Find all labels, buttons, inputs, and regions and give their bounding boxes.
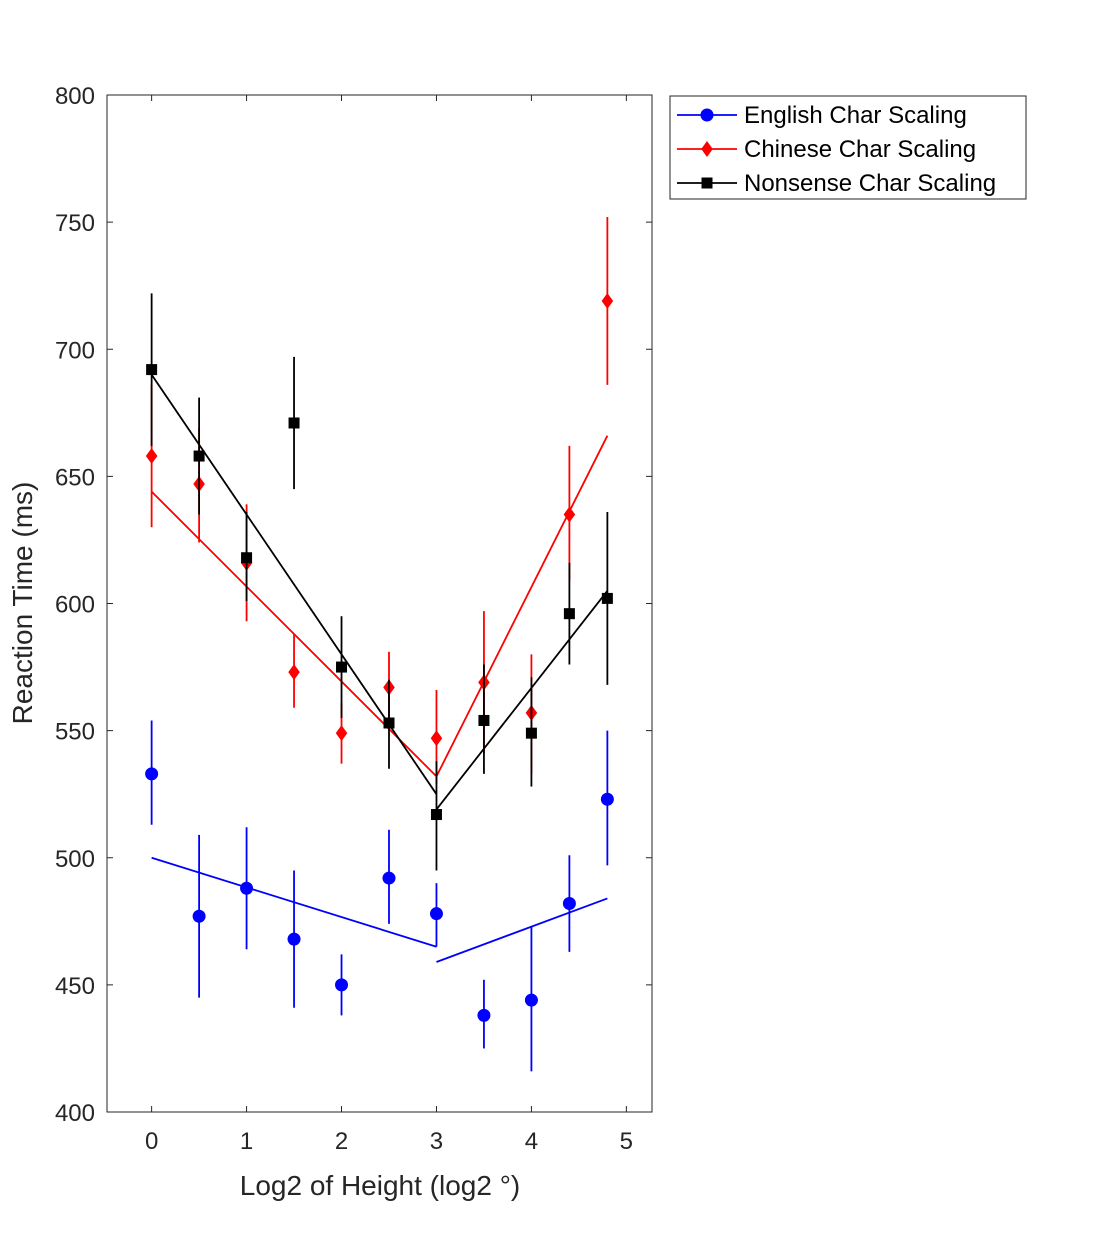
data-point — [524, 993, 538, 1007]
legend-item: English Char Scaling — [677, 102, 967, 129]
x-tick-label: 2 — [335, 1128, 348, 1155]
data-point — [335, 725, 348, 742]
legend-label: Nonsense Char Scaling — [744, 170, 996, 197]
x-tick-label: 1 — [240, 1128, 253, 1155]
y-tick-label: 800 — [55, 83, 95, 110]
plot-area — [106, 94, 653, 1113]
fit-line — [435, 435, 609, 777]
data-point — [241, 552, 253, 564]
data-point — [563, 506, 576, 523]
y-tick-label: 400 — [55, 1100, 95, 1127]
data-point — [382, 871, 396, 885]
x-tick-label: 0 — [145, 1128, 158, 1155]
fit-line — [436, 897, 608, 963]
data-point — [601, 592, 613, 604]
y-tick-label: 550 — [55, 719, 95, 746]
legend-item: Nonsense Char Scaling — [677, 170, 996, 197]
legend: English Char Scaling Chinese Char Scaling… — [669, 95, 1027, 200]
data-point — [336, 661, 348, 673]
x-tick-label: 3 — [430, 1128, 443, 1155]
y-tick-label: 600 — [55, 592, 95, 619]
data-point — [478, 714, 490, 726]
data-point — [601, 292, 614, 309]
data-point — [287, 932, 301, 946]
data-point — [193, 450, 205, 462]
data-point — [562, 897, 576, 911]
series-english-char-scaling — [145, 720, 614, 1072]
legend-marker — [701, 177, 713, 189]
data-point — [429, 907, 443, 921]
legend-label: English Char Scaling — [744, 102, 967, 129]
data-point — [563, 608, 575, 620]
x-tick-label: 4 — [525, 1128, 538, 1155]
fit-line — [435, 590, 609, 810]
x-tick-label: 5 — [620, 1128, 633, 1155]
y-tick-label: 650 — [55, 464, 95, 491]
chart-marks — [145, 217, 614, 1072]
legend-box — [669, 95, 1027, 200]
data-point — [146, 364, 158, 376]
legend-marker — [701, 141, 713, 157]
data-point — [240, 881, 254, 895]
x-axis-label: Log2 of Height (log2 °) — [240, 1170, 520, 1201]
axes: 0 1 2 3 4 5 400 450 500 550 600 650 700 750 800 — [55, 83, 652, 1155]
y-axis-label: Reaction Time (ms) — [7, 482, 38, 725]
series-nonsense-char-scaling — [146, 293, 613, 871]
legend-marker — [700, 108, 714, 122]
y-tick-label: 450 — [55, 973, 95, 1000]
data-point — [430, 730, 443, 747]
legend-label: Chinese Char Scaling — [744, 136, 976, 163]
data-point — [192, 909, 206, 923]
data-point — [525, 727, 537, 739]
y-tick-label: 700 — [55, 337, 95, 364]
data-point — [145, 448, 158, 465]
data-point — [335, 978, 349, 992]
data-point — [477, 1008, 491, 1022]
y-tick-label: 750 — [55, 210, 95, 237]
data-point — [288, 664, 300, 681]
legend-item: Chinese Char Scaling — [677, 136, 976, 163]
data-point — [288, 417, 300, 429]
data-point — [430, 809, 442, 821]
y-tick-label: 500 — [55, 846, 95, 873]
data-point — [145, 767, 159, 781]
data-point — [600, 792, 614, 806]
data-point — [383, 717, 395, 729]
